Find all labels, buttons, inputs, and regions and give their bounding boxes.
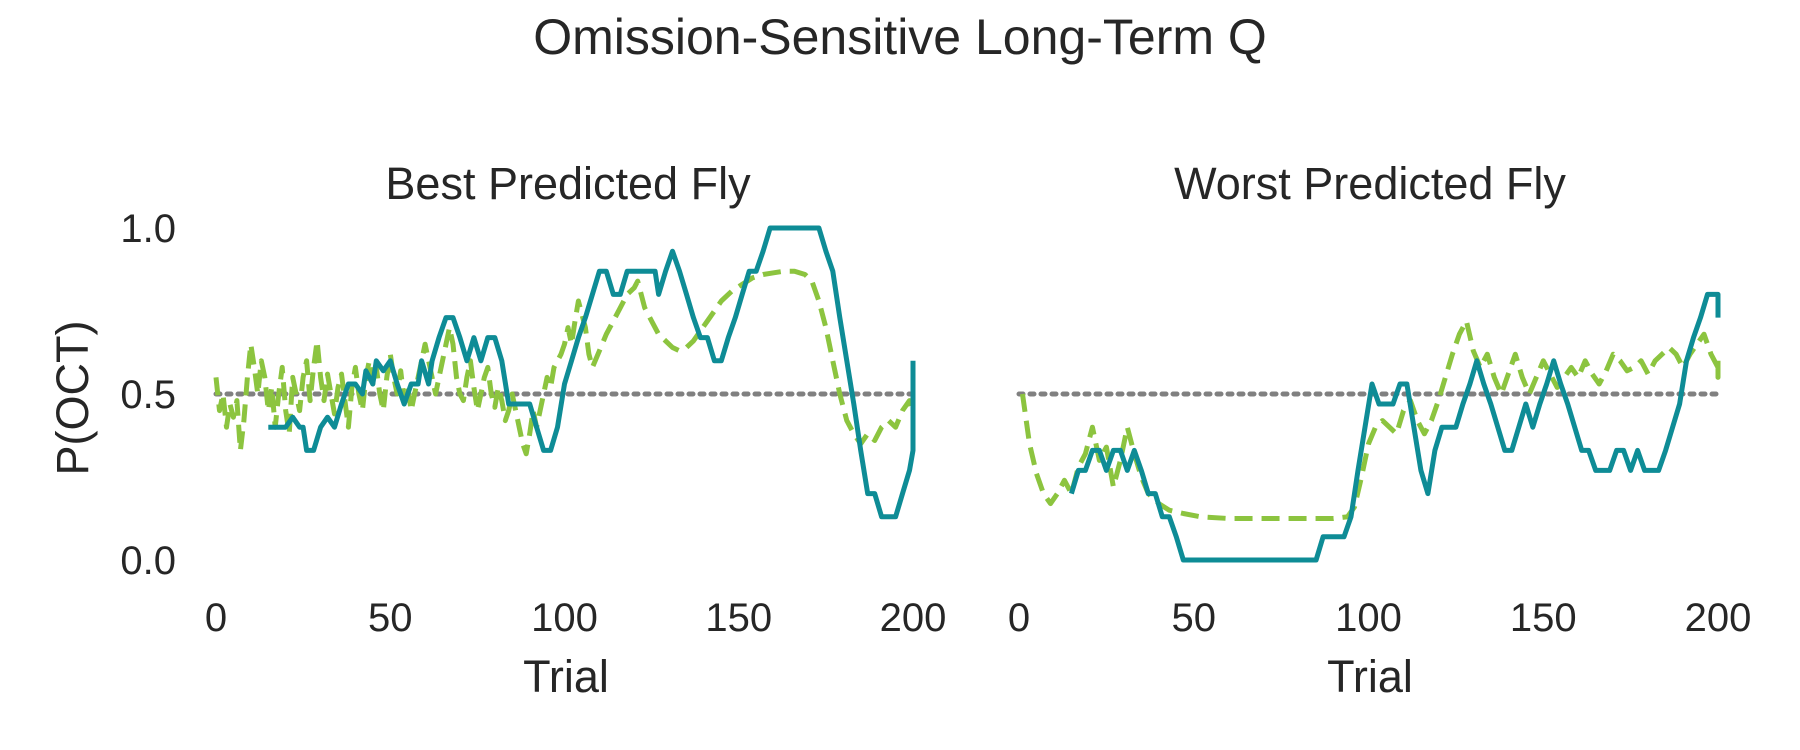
series-lines: [1020, 291, 1721, 563]
x-tick-label: 150: [1510, 596, 1577, 640]
x-tick-labels: 0 50 100 150 200: [1008, 596, 1752, 640]
x-tick-label: 50: [1172, 596, 1217, 640]
y-axis-label: P(OCT): [47, 321, 98, 476]
panel-worst-predicted-fly: Worst Predicted Fly Trial 0 50 100 150 200: [1008, 158, 1752, 702]
x-axis-label: Trial: [1327, 651, 1413, 702]
x-axis-label: Trial: [523, 651, 609, 702]
figure-suptitle: Omission-Sensitive Long-Term Q: [533, 9, 1267, 65]
series-lines: [213, 225, 916, 520]
panel-title: Worst Predicted Fly: [1174, 158, 1566, 209]
x-tick-label: 50: [368, 596, 413, 640]
x-tick-label: 0: [205, 596, 227, 640]
observed-choice-line: [1069, 291, 1721, 563]
model-prediction-line: [213, 268, 916, 457]
x-tick-label: 200: [1685, 596, 1752, 640]
y-tick-labels: 0.0 0.5 1.0: [120, 207, 176, 583]
panel-best-predicted-fly: Best Predicted Fly P(OCT) Trial 0.0 0.5 1.…: [47, 158, 946, 702]
y-tick-label: 0.5: [120, 373, 176, 417]
x-tick-label: 200: [880, 596, 947, 640]
x-tick-labels: 0 50 100 150 200: [205, 596, 947, 640]
x-tick-label: 0: [1008, 596, 1030, 640]
y-tick-label: 0.0: [120, 539, 176, 583]
x-tick-label: 100: [531, 596, 598, 640]
panel-title: Best Predicted Fly: [385, 158, 751, 209]
x-tick-label: 100: [1335, 596, 1402, 640]
model-prediction-line: [1020, 318, 1721, 521]
observed-choice-line: [268, 225, 916, 520]
y-tick-label: 1.0: [120, 207, 176, 251]
x-tick-label: 150: [705, 596, 772, 640]
